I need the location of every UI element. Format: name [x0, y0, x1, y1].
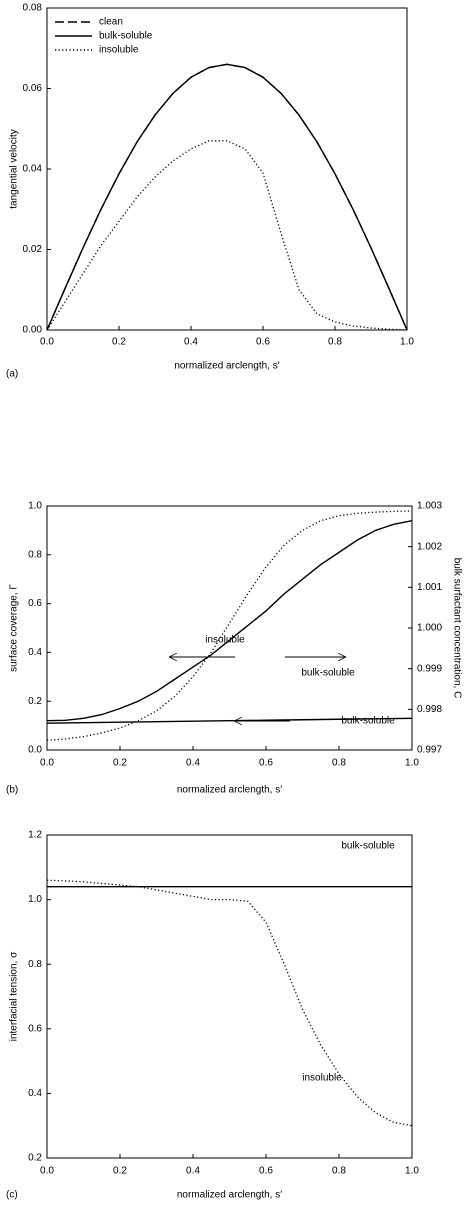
series-line — [46, 879, 413, 1127]
legend-label: clean — [99, 17, 123, 28]
y-tick-label: 1.0 — [28, 894, 42, 905]
legend-label: insoluble — [99, 45, 139, 56]
series-line — [46, 519, 413, 722]
legend-label: bulk-soluble — [99, 31, 153, 42]
x-tick-label: 0.6 — [259, 758, 273, 769]
y2-tick-label: 1.003 — [417, 501, 442, 512]
y-tick-label: 0.4 — [28, 647, 42, 658]
x-tick-label: 0.4 — [186, 1166, 200, 1177]
plot-frame — [46, 834, 413, 1159]
x-tick-label: 0.2 — [113, 758, 127, 769]
annotation: bulk-soluble — [341, 841, 395, 852]
y-tick-label: 0.04 — [23, 164, 43, 175]
y2-tick-label: 0.998 — [417, 704, 442, 715]
y2-tick-label: 1.000 — [417, 623, 442, 634]
y2-tick-label: 1.001 — [417, 582, 442, 593]
x-tick-label: 0.2 — [113, 1166, 127, 1177]
y-tick-label: 0.4 — [28, 1088, 42, 1099]
x-tick-label: 0.4 — [184, 337, 198, 348]
x-axis-label: normalized arclength, s′ — [174, 361, 279, 372]
x-tick-label: 0.0 — [40, 337, 54, 348]
y2-tick-label: 0.997 — [417, 745, 442, 756]
y-tick-label: 0.08 — [23, 3, 43, 14]
panel-label: (b) — [6, 785, 18, 796]
series-line — [46, 63, 408, 331]
plot-frame — [46, 7, 408, 331]
y2-tick-label: 0.999 — [417, 663, 442, 674]
y-tick-label: 0.8 — [28, 959, 42, 970]
x-tick-label: 1.0 — [405, 758, 419, 769]
plot-frame — [46, 505, 413, 751]
x-tick-label: 0.0 — [40, 758, 54, 769]
y-tick-label: 0.00 — [23, 325, 43, 336]
series-line — [46, 63, 408, 331]
y-tick-label: 0.6 — [28, 598, 42, 609]
y-tick-label: 0.06 — [23, 83, 43, 94]
y-axis-label: surface coverage, Γ — [9, 584, 20, 672]
annotation: insoluble — [205, 635, 245, 646]
series-line — [46, 717, 413, 724]
y-axis-label: interfacial tension, σ — [9, 951, 20, 1041]
annotation: insoluble — [302, 1073, 342, 1084]
x-tick-label: 0.8 — [332, 758, 346, 769]
y2-tick-label: 1.002 — [417, 541, 442, 552]
annotation: bulk-soluble — [301, 668, 355, 679]
x-axis-label: normalized arclength, s′ — [177, 1190, 282, 1201]
x-tick-label: 0.6 — [259, 1166, 273, 1177]
annotation: bulk-soluble — [341, 716, 395, 727]
y-tick-label: 0.2 — [28, 1153, 42, 1164]
y-tick-label: 0.6 — [28, 1023, 42, 1034]
series-line — [46, 140, 408, 331]
x-tick-label: 0.0 — [40, 1166, 54, 1177]
x-tick-label: 1.0 — [405, 1166, 419, 1177]
x-tick-label: 0.8 — [328, 337, 342, 348]
y-tick-label: 0.02 — [23, 244, 43, 255]
x-tick-label: 0.2 — [112, 337, 126, 348]
x-tick-label: 1.0 — [400, 337, 414, 348]
y2-axis-label: bulk surfactant concentration, C — [451, 558, 462, 699]
y-tick-label: 0.8 — [28, 549, 42, 560]
x-tick-label: 0.8 — [332, 1166, 346, 1177]
y-tick-label: 1.2 — [28, 830, 42, 841]
x-axis-label: normalized arclength, s′ — [177, 785, 282, 796]
series-line — [46, 510, 413, 741]
y-tick-label: 0.2 — [28, 696, 42, 707]
panel-label: (c) — [6, 1190, 18, 1201]
x-tick-label: 0.6 — [256, 337, 270, 348]
y-tick-label: 0.0 — [28, 745, 42, 756]
y-axis-label: tangential velocity — [9, 129, 20, 209]
panel-label: (a) — [6, 369, 18, 380]
x-tick-label: 0.4 — [186, 758, 200, 769]
y-tick-label: 1.0 — [28, 501, 42, 512]
